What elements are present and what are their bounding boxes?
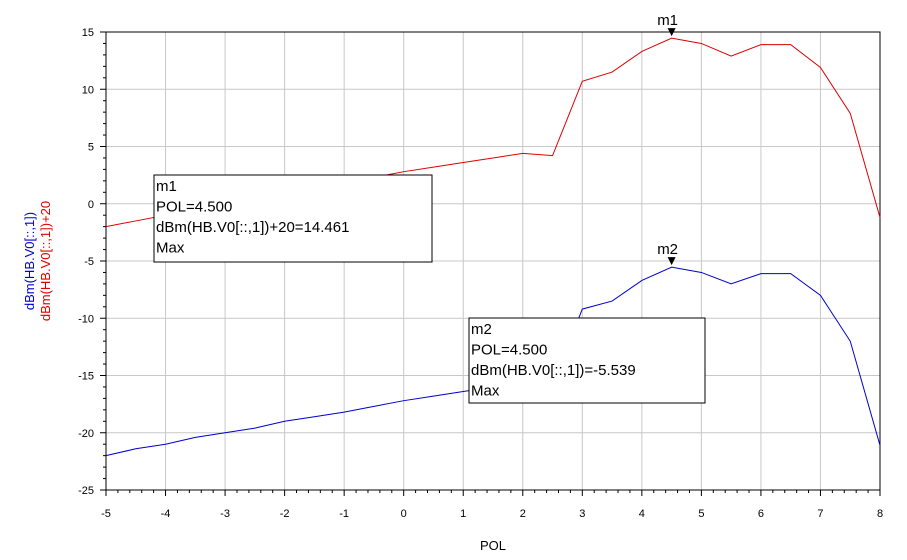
- y-tick-label: 0: [88, 199, 94, 211]
- y-tick-label: -5: [84, 256, 94, 268]
- x-axis-label: POL: [480, 538, 506, 553]
- x-tick-label: 6: [758, 508, 764, 520]
- readout-line: Max: [156, 240, 185, 257]
- readout-line: dBm(HB.V0[::,1])=-5.539: [471, 362, 636, 379]
- y-axis-label-1: dBm(HB.V0[::,1]): [22, 212, 37, 310]
- readout-line: Max: [471, 383, 500, 400]
- y-axis-labels: dBm(HB.V0[::,1]) dBm(HB.V0[::,1])+20: [22, 201, 53, 321]
- x-tick-label: 5: [698, 508, 704, 520]
- y-tick-label: -25: [78, 485, 94, 497]
- readout-line: m2: [471, 321, 492, 338]
- marker-label: m1: [657, 12, 678, 29]
- y-tick-label: 15: [82, 27, 94, 39]
- readout-box: [153, 174, 433, 263]
- y-tick-label: -20: [78, 428, 94, 440]
- readout-line: POL=4.500: [471, 342, 547, 359]
- marker-triangle: [667, 257, 676, 266]
- x-tick-label: 4: [639, 508, 645, 520]
- y-tick-label: -15: [78, 371, 94, 383]
- y-axis-label-2: dBm(HB.V0[::,1])+20: [38, 201, 53, 321]
- y-tick-label: -10: [78, 313, 94, 325]
- readout-box: [468, 317, 706, 404]
- x-tick-label: -4: [161, 508, 171, 520]
- readout-line: m1: [156, 178, 177, 195]
- x-tick-label: -2: [280, 508, 290, 520]
- x-tick-label: -1: [339, 508, 349, 520]
- x-tick-label: 1: [460, 508, 466, 520]
- x-tick-label: 0: [401, 508, 407, 520]
- x-tick-label: -5: [101, 508, 111, 520]
- readout-line: POL=4.500: [156, 199, 232, 216]
- marker-readouts: m1POL=4.500dBm(HB.V0[::,1])+20=14.461Max…: [153, 174, 706, 404]
- x-tick-label: 2: [520, 508, 526, 520]
- x-tick-label: 3: [579, 508, 585, 520]
- readout-line: dBm(HB.V0[::,1])+20=14.461: [156, 219, 349, 236]
- x-tick-label: -3: [220, 508, 230, 520]
- x-tick-label: 8: [877, 508, 883, 520]
- markers: m1 m2: [657, 12, 678, 266]
- y-tick-label: 10: [82, 84, 94, 96]
- y-tick-label: 5: [88, 142, 94, 154]
- marker-label: m2: [657, 241, 678, 258]
- x-tick-label: 7: [817, 508, 823, 520]
- marker-triangle: [667, 28, 676, 37]
